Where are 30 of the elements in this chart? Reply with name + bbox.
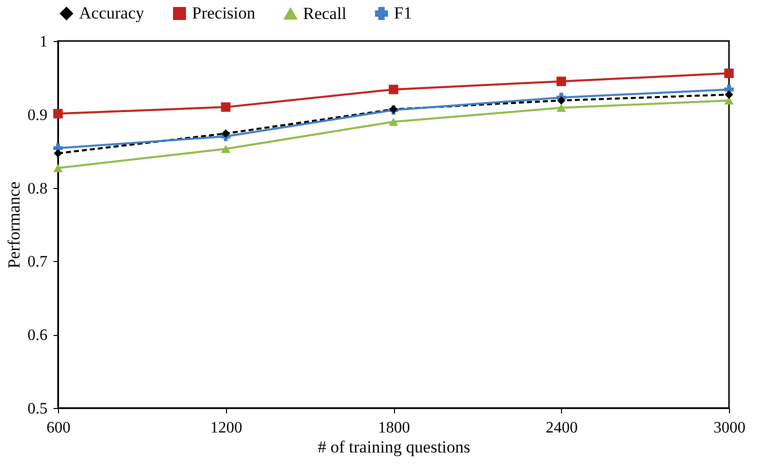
y-tick-label: 1 [40, 34, 48, 50]
x-axis-title: # of training questions [318, 438, 470, 456]
point [388, 118, 398, 126]
y-tick-label: 0.9 [28, 106, 48, 124]
point [556, 104, 566, 112]
y-axis-title: Performance [4, 182, 24, 268]
point [53, 164, 63, 172]
y-tick-label: 0.5 [28, 400, 48, 418]
point [222, 129, 230, 138]
x-tick-label: 1800 [378, 420, 410, 436]
legend-label: Precision [192, 4, 256, 23]
legend-label: F1 [394, 4, 412, 23]
point [388, 84, 398, 94]
x-tick-label: 3000 [714, 420, 746, 436]
point [221, 102, 230, 112]
legend-label: Accuracy [79, 4, 145, 23]
x-tick-label: 2400 [546, 420, 578, 436]
y-tick-label: 0.7 [28, 254, 48, 271]
y-tick-label: 0.8 [28, 180, 48, 198]
point [557, 96, 566, 105]
point [724, 90, 734, 99]
point [724, 68, 734, 78]
point [221, 144, 230, 154]
x-tick-label: 1200 [210, 420, 242, 436]
point [556, 76, 566, 86]
point [54, 149, 62, 158]
y-tick-label: 0.6 [28, 327, 48, 344]
point [53, 108, 63, 118]
legend-label: Recall [303, 4, 347, 23]
x-tick-label: 600 [46, 420, 70, 436]
